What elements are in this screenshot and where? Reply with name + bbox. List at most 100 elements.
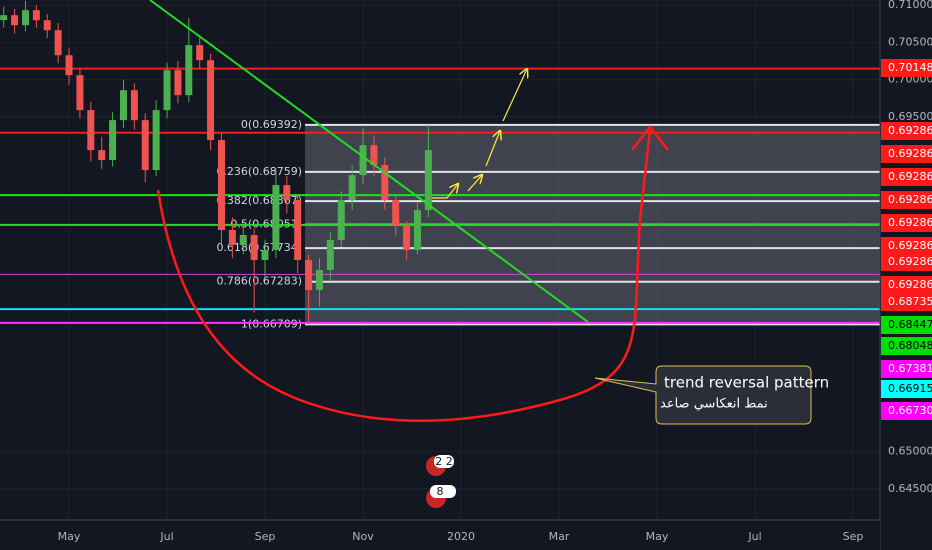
candle-body [392,200,400,226]
candle-body [239,235,247,245]
badge-text: 8 [437,485,444,498]
fib-label: 0.786(0.67283) [216,275,302,288]
candle-body [130,90,138,121]
candle-body [283,185,291,201]
price-badge-label: 0.69286 [888,193,932,206]
reversal-arrow-head [631,124,669,151]
price-badge-label: 0.69286 [888,239,932,252]
y-tick-label: 0.69500 [888,110,932,123]
price-badge-label: 0.69286 [888,170,932,183]
x-tick-label: Sep [843,530,864,543]
candle-body [109,120,117,161]
candle-body [207,60,215,141]
price-badge-label: 0.69286 [888,255,932,268]
fib-label: 1(0.66709) [241,317,302,330]
callout [594,365,812,425]
candle-body [381,165,389,201]
candle-body [141,120,149,171]
reversal-curve [156,129,652,422]
x-tick-label: Jul [747,530,761,543]
x-tick-label: Mar [549,530,570,543]
x-tick-label: Sep [255,530,276,543]
price-badge [881,168,932,186]
fib-label: 0.618(0.67734) [216,241,302,254]
candle-body [32,10,40,21]
callout-subtitle: نمط انعكاسي صاعد [660,397,768,412]
price-badge-label: 0.69286 [888,124,932,137]
x-tick-label: May [58,530,81,543]
price-badge-label: 0.69286 [888,278,932,291]
fib-label: 0.236(0.68759) [216,165,302,178]
badge [434,455,454,468]
price-badge [881,293,932,311]
candle-body [217,140,225,231]
candle-body [424,150,432,211]
price-badge [881,402,932,420]
price-badge-label: 0.68447 [888,318,932,331]
x-tick-label: Nov [352,530,374,543]
candle-body [87,110,95,151]
candle-body [272,185,280,250]
candle-body [152,110,160,171]
price-axis [880,0,932,550]
price-badge [881,145,932,163]
candle-body [196,45,204,61]
price-badge-label: 0.69286 [888,216,932,229]
price-badge [881,316,932,334]
candle-body [0,15,8,21]
price-badge-label: 0.70148 [888,61,932,74]
y-tick-label: 0.71000 [888,0,932,11]
candle-body [228,230,236,245]
candle-body [54,30,62,56]
trend-line [149,0,589,323]
y-tick-label: 0.64500 [888,482,932,495]
candle-body [326,239,334,270]
price-badge-label: 0.66730 [888,404,932,417]
candle-body [76,75,84,111]
price-badge [881,337,932,355]
price-badge-label: 0.68735 [888,295,932,308]
candle-body [359,145,367,176]
candle-body [43,20,51,31]
price-badge [881,276,932,294]
candle-body [348,175,356,201]
candle-body [337,200,345,240]
y-tick-label: 0.70500 [888,35,932,48]
price-badge [881,237,932,255]
price-badge [881,59,932,77]
price-badge-label: 0.69286 [888,147,932,160]
candle-body [65,55,73,76]
x-tick-label: 2020 [447,530,475,543]
fib-label: 0.382(0.68367) [216,194,302,207]
candle-body [119,90,127,121]
candle-body [261,249,269,260]
candle-body [185,45,193,96]
candle-body [174,70,182,96]
price-badge [881,214,932,232]
x-tick-label: Jul [159,530,173,543]
price-badge-label: 0.68048 [888,339,932,352]
price-badge [881,253,932,271]
badge-text: 2 2 [435,455,453,468]
price-badge [881,191,932,209]
candle-body [11,15,19,26]
callout-title: trend reversal pattern [664,374,829,392]
candle-body [413,210,421,250]
candle-body [370,145,378,166]
candle-body [21,10,29,26]
price-badge-label: 0.66915 [888,382,932,395]
candle-body [98,150,106,161]
y-tick-label: 0.65000 [888,445,932,458]
price-badge-label: 0.67381 [888,362,932,375]
x-tick-label: May [646,530,669,543]
price-badge [881,380,932,398]
projection-arrows [432,69,527,199]
candle-body [315,269,323,290]
price-badge [881,360,932,378]
candle-body [305,260,313,290]
price-badge [881,122,932,140]
time-axis [0,520,880,550]
fib-label: 0(0.69392) [241,118,302,131]
